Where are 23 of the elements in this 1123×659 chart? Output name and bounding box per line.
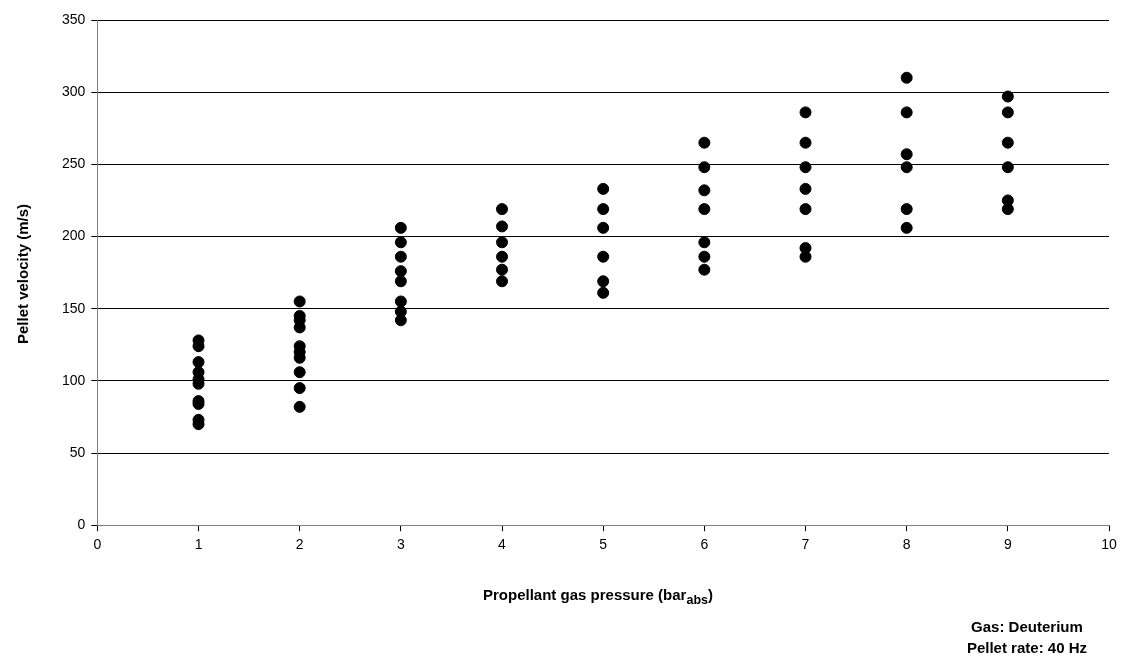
x-tick-label: 5 <box>599 536 608 553</box>
y-axis-title: Pellet velocity (m/s) <box>13 203 31 345</box>
x-tick-label: 6 <box>700 536 709 553</box>
x-tick-label: 3 <box>396 536 405 553</box>
y-tick-label: 250 <box>62 155 86 172</box>
y-tick-label: 50 <box>69 443 86 460</box>
x-tick-label: 4 <box>498 536 507 553</box>
x-tick-label: 7 <box>801 536 810 553</box>
x-axis-title: Propellant gas pressure (bar$_{abs}$) <box>483 585 713 607</box>
x-tick-label: 10 <box>1101 536 1117 553</box>
y-tick-label: 150 <box>62 299 86 316</box>
text: Pellet rate: 40 Hz <box>966 638 1087 658</box>
x-tick-label: 2 <box>295 536 304 553</box>
y-tick-label: 350 <box>62 10 86 27</box>
x-tick-label: 9 <box>1003 536 1012 553</box>
y-tick-label: 200 <box>62 227 86 244</box>
x-tick-label: 0 <box>93 536 102 553</box>
x-tick-label: 1 <box>194 536 203 553</box>
text: Gas: Deuterium <box>970 617 1084 637</box>
y-tick-label: 0 <box>77 516 86 533</box>
y-tick-label: 300 <box>62 83 86 100</box>
y-tick-label: 100 <box>62 371 86 388</box>
x-tick-label: 8 <box>902 536 911 553</box>
